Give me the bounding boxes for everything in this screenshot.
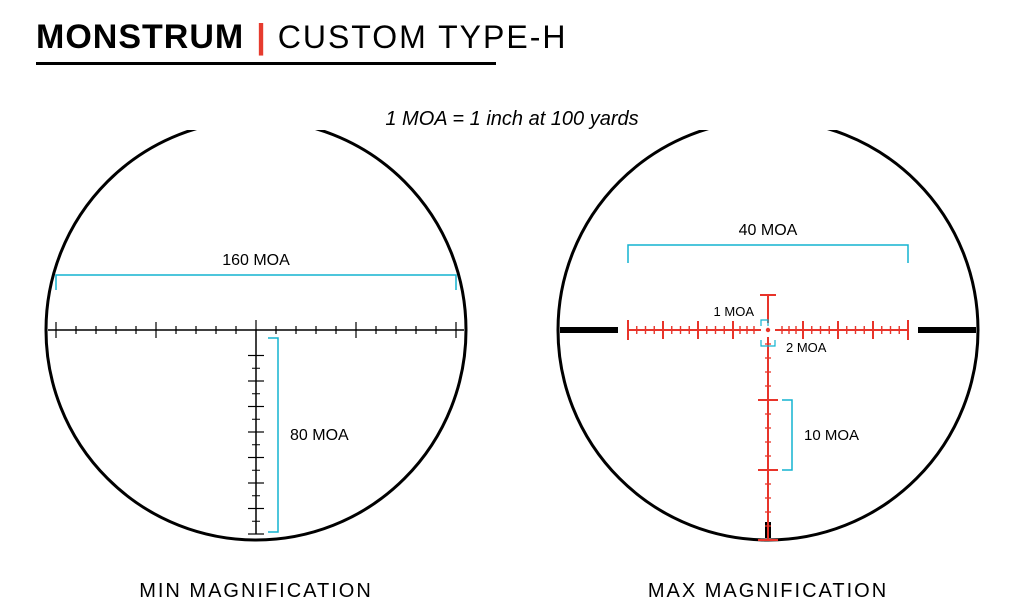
svg-text:2 MOA: 2 MOA [786, 340, 827, 355]
header-underline [36, 62, 496, 65]
brand-text: MONSTRUM [36, 18, 244, 57]
scope-max-svg: 40 MOA 1 MOA 2 MOA 10 MOA [548, 130, 988, 570]
scopes-row: 160 MOA 80 MOA MIN MAGNIFICATION 40 MOA 1 … [0, 130, 1024, 603]
scope-min-label: MIN MAGNIFICATION [36, 580, 476, 603]
header: MONSTRUM | CUSTOM TYPE-H [36, 18, 567, 57]
svg-text:160 MOA: 160 MOA [222, 252, 290, 269]
scope-min: 160 MOA 80 MOA MIN MAGNIFICATION [36, 130, 476, 603]
svg-text:40 MOA: 40 MOA [739, 222, 798, 239]
scope-min-svg: 160 MOA 80 MOA [36, 130, 476, 570]
scope-max: 40 MOA 1 MOA 2 MOA 10 MOA MAX MAGNIFICATION [548, 130, 988, 603]
svg-text:10 MOA: 10 MOA [804, 427, 859, 444]
scope-max-label: MAX MAGNIFICATION [548, 580, 988, 603]
conversion-note: 1 MOA = 1 inch at 100 yards [0, 108, 1024, 131]
svg-text:1 MOA: 1 MOA [714, 304, 755, 319]
header-subtitle: CUSTOM TYPE-H [278, 19, 568, 56]
header-divider: | [256, 18, 266, 57]
svg-text:80 MOA: 80 MOA [290, 427, 349, 444]
